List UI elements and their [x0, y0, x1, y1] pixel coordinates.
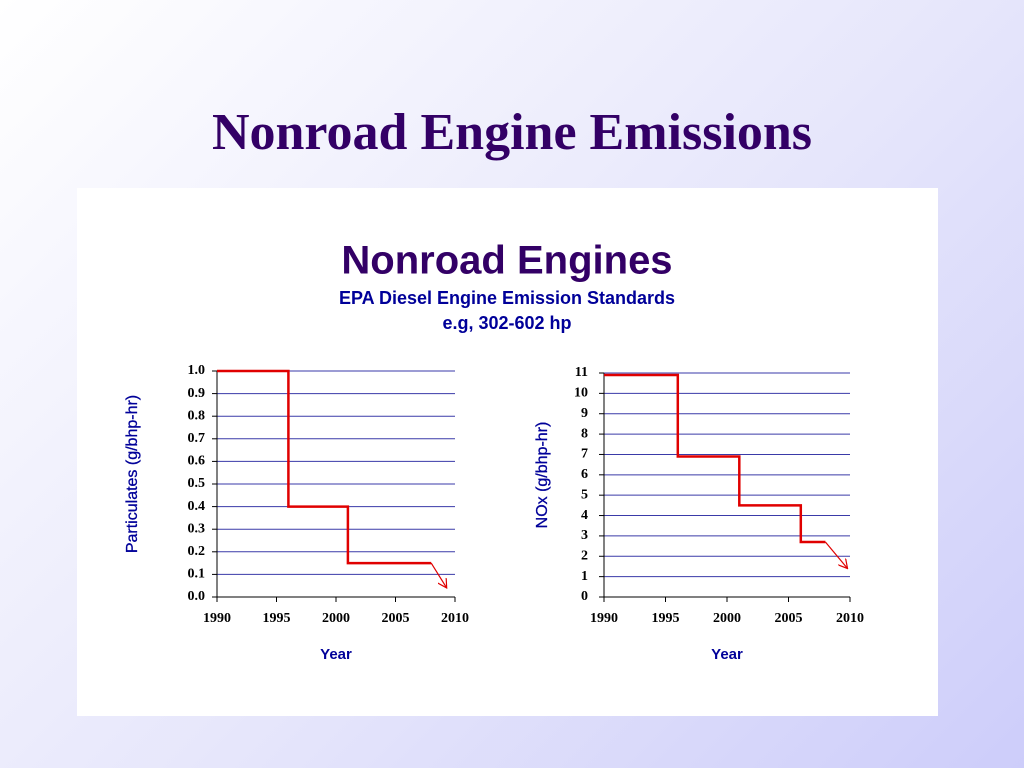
x-axis-label: Year: [711, 646, 743, 663]
y-tick-label: 0.6: [188, 454, 206, 469]
y-tick-label: 1.0: [188, 363, 206, 378]
trend-arrow: [430, 562, 446, 588]
y-tick-label: 0.3: [188, 521, 206, 536]
y-tick-label: 0.8: [188, 408, 206, 423]
x-tick-label: 1995: [263, 611, 291, 626]
x-tick-label: 2005: [775, 611, 803, 626]
y-axis-label: Particulates (g/bhp-hr): [124, 395, 141, 553]
y-tick-label: 0.1: [188, 567, 206, 582]
x-tick-label: 2000: [713, 611, 741, 626]
x-axis-label: Year: [320, 646, 352, 663]
x-tick-label: 1990: [590, 611, 618, 626]
y-tick-label: 0: [581, 589, 588, 604]
y-tick-label: 7: [581, 447, 588, 462]
chart-panel: [77, 188, 938, 716]
y-axis-label: NOx (g/bhp-hr): [534, 422, 551, 529]
y-tick-label: 2: [581, 548, 588, 563]
y-tick-label: 0.5: [188, 476, 206, 491]
x-tick-label: 1995: [652, 611, 680, 626]
x-tick-label: 2010: [441, 611, 469, 626]
y-tick-label: 6: [581, 467, 588, 482]
y-tick-label: 9: [581, 406, 588, 421]
trend-arrow: [824, 541, 847, 568]
y-tick-label: 1: [581, 569, 588, 584]
standard-line: [217, 369, 432, 565]
x-tick-label: 2000: [322, 611, 350, 626]
y-tick-label: 10: [574, 386, 588, 401]
chart-subtitle: e.g, 302-602 hp: [442, 313, 571, 333]
x-tick-label: 2010: [836, 611, 864, 626]
y-tick-label: 3: [581, 528, 588, 543]
slide-title: Nonroad Engine Emissions: [212, 104, 812, 161]
standard-line: [604, 373, 826, 544]
y-tick-label: 0.2: [188, 544, 206, 559]
x-tick-label: 2005: [382, 611, 410, 626]
y-tick-label: 4: [581, 508, 588, 523]
chart-title: Nonroad Engines: [341, 239, 672, 283]
x-tick-label: 1990: [203, 611, 231, 626]
y-tick-label: 8: [581, 426, 588, 441]
y-tick-label: 11: [575, 365, 588, 380]
chart-subtitle: EPA Diesel Engine Emission Standards: [339, 288, 675, 308]
y-tick-label: 5: [581, 487, 588, 502]
y-tick-label: 0.9: [188, 386, 206, 401]
y-tick-label: 0.4: [188, 499, 206, 514]
y-tick-label: 0.7: [188, 431, 206, 446]
y-tick-label: 0.0: [188, 589, 206, 604]
